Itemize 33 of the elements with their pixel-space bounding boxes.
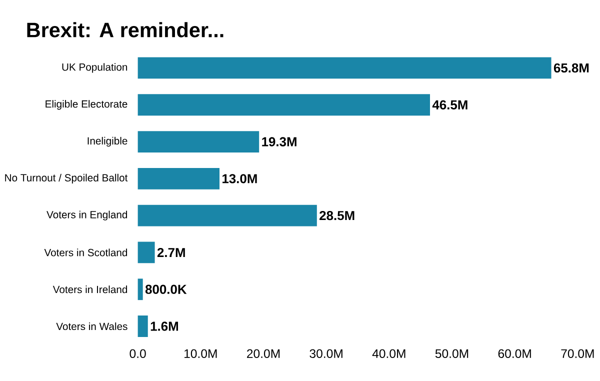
x-tick-label: 40.0M [372,349,406,358]
bar [138,57,552,79]
y-tick-label: Voters in Wales [56,322,128,330]
bar [138,278,143,300]
chart-title: Brexit: A reminder... [27,22,224,38]
x-tick-label: 10.0M [184,349,217,358]
data-label: 1.6M [150,322,178,332]
x-tick-label: 70.0M [561,349,594,358]
bar [138,205,317,226]
bar [138,242,155,264]
x-tick-label: 20.0M [247,349,280,358]
data-label: 2.7M [157,248,185,258]
y-tick-label: Voters in Ireland [52,286,128,294]
x-tick-label: 60.0M [498,349,531,358]
data-label: 28.5M [320,211,354,220]
y-tick-label: Ineligible [88,137,128,147]
x-tick-label: 30.0M [310,349,342,358]
x-tick-label: 0.0 [130,349,146,358]
bar [138,316,148,338]
y-tick-label: UK Population [62,63,128,73]
bar [138,168,220,190]
y-tick-label: Voters in England [46,210,128,221]
bar [138,131,260,153]
data-label: 65.8M [554,64,589,73]
bar [138,94,430,116]
y-tick-label: No Turnout / Spoiled Ballot [5,174,128,184]
data-label: 13.0M [222,174,257,184]
data-label: 46.5M [432,100,468,110]
data-label: 800.0K [145,284,187,294]
x-tick-label: 50.0M [435,349,468,358]
y-tick-label: Eligible Electorate [46,100,128,110]
y-tick-label: Voters in Scotland [44,248,128,256]
data-label: 19.3M [262,137,296,147]
